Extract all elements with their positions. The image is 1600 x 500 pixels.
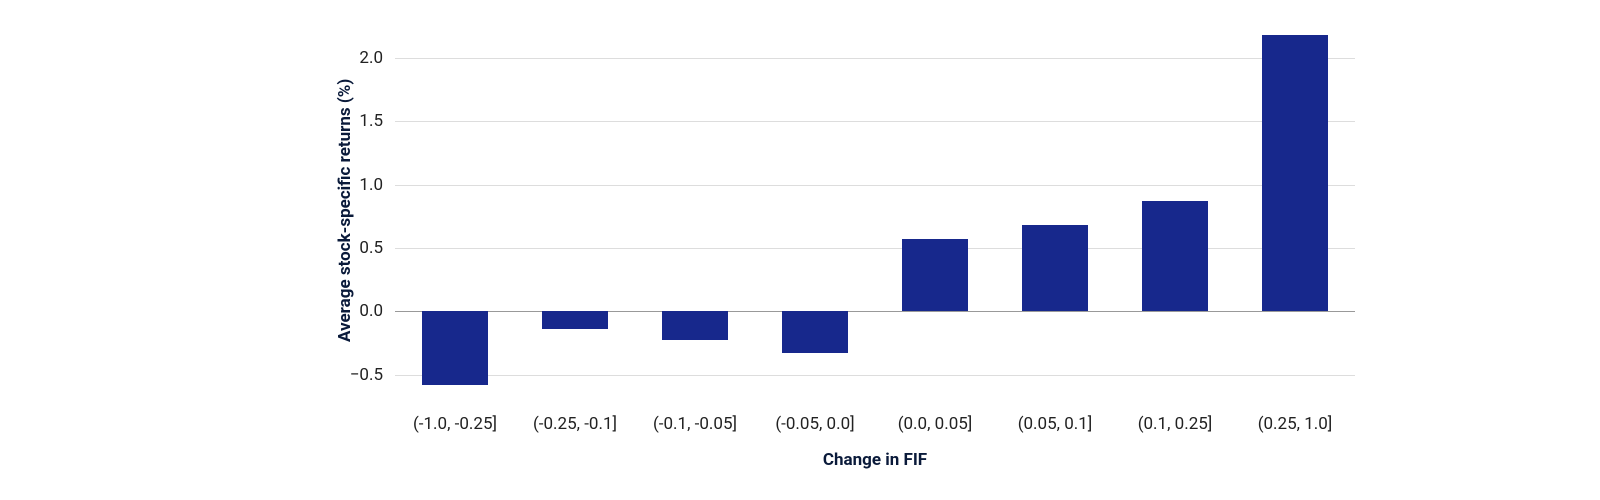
bar-chart: Average stock-specific returns (%) −0.50… (0, 0, 1600, 500)
y-tick-label: 2.0 (359, 48, 395, 68)
bar (662, 311, 728, 340)
grid-line (395, 185, 1355, 186)
grid-line (395, 248, 1355, 249)
bar (1142, 201, 1208, 311)
x-tick-label: (0.25, 1.0] (1258, 400, 1333, 434)
x-tick-label: (-0.05, 0.0] (775, 400, 854, 434)
x-tick-label: (-1.0, -0.25] (413, 400, 497, 434)
y-tick-label: 0.5 (359, 238, 395, 258)
x-tick-label: (-0.25, -0.1] (533, 400, 617, 434)
zero-line (395, 311, 1355, 312)
bar (1262, 35, 1328, 311)
y-tick-label: 1.0 (359, 175, 395, 195)
bar (542, 311, 608, 329)
y-tick-label: 1.5 (359, 111, 395, 131)
bar (422, 311, 488, 384)
bar (902, 239, 968, 311)
x-tick-label: (0.0, 0.05] (898, 400, 973, 434)
y-tick-label: 0.0 (359, 301, 395, 321)
x-tick-label: (0.05, 0.1] (1018, 400, 1093, 434)
y-axis-title: Average stock-specific returns (%) (335, 78, 355, 341)
grid-line (395, 375, 1355, 376)
plot-area: −0.50.00.51.01.52.0(-1.0, -0.25](-0.25, … (395, 20, 1355, 400)
x-tick-label: (-0.1, -0.05] (653, 400, 737, 434)
bar (782, 311, 848, 353)
x-tick-label: (0.1, 0.25] (1138, 400, 1213, 434)
bar (1022, 225, 1088, 311)
x-axis-title: Change in FIF (395, 450, 1355, 470)
y-tick-label: −0.5 (350, 365, 395, 385)
grid-line (395, 58, 1355, 59)
grid-line (395, 121, 1355, 122)
